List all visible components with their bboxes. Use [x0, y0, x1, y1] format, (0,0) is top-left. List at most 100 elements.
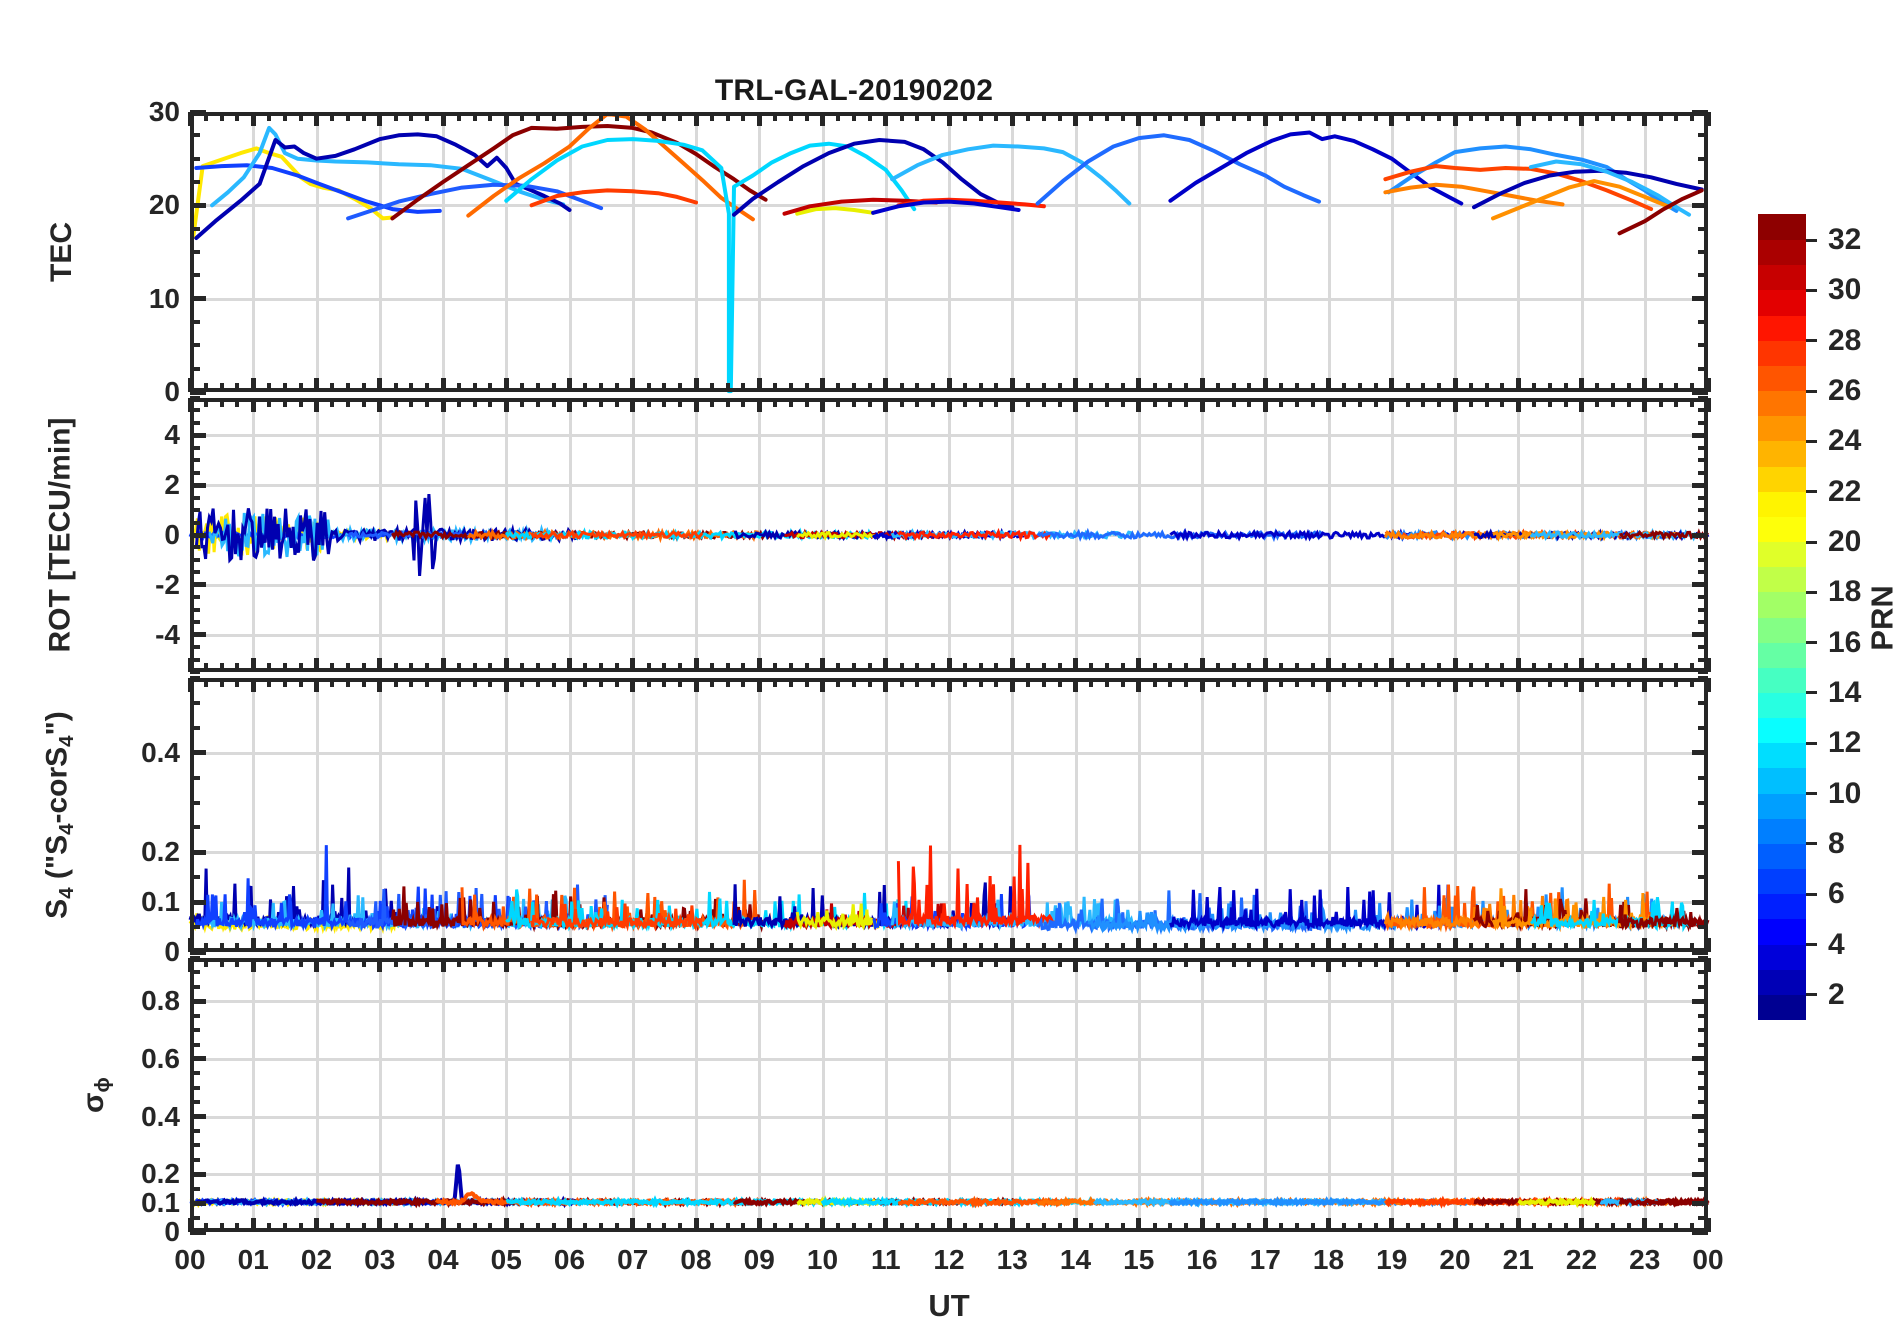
y-tick: [190, 296, 206, 302]
x-tick: [1515, 958, 1521, 972]
x-tick: [852, 383, 857, 392]
x-tick: [1452, 378, 1458, 392]
x-tick: [1342, 1223, 1347, 1232]
x-tick: [725, 663, 730, 672]
colorbar-segment: [1758, 918, 1806, 945]
x-tick: [1041, 663, 1046, 672]
x-tick: [1215, 943, 1220, 952]
x-tick: [1231, 1223, 1236, 1232]
x-tick: [1626, 112, 1631, 121]
x-tick: [725, 678, 730, 687]
y-tick: [190, 595, 200, 600]
x-tick: [346, 383, 351, 392]
x-tick: [678, 943, 683, 952]
gridline-vertical: [1454, 958, 1457, 1232]
gridline-vertical: [442, 678, 445, 952]
x-tick: [1595, 958, 1600, 967]
x-tick: [1310, 663, 1315, 672]
x-tick: [1421, 1223, 1426, 1232]
panel-tec: 0 10 20 30: [149, 96, 1711, 407]
y-tick: [1698, 1129, 1708, 1134]
x-tick: [1310, 943, 1315, 952]
y-tick: [190, 343, 200, 348]
x-tick: [915, 383, 920, 392]
x-tick: [1595, 383, 1600, 392]
y-tick: [1698, 420, 1708, 425]
colorbar-tick: [1806, 892, 1817, 896]
x-tick: [1658, 1223, 1663, 1232]
x-tick: [1279, 958, 1284, 967]
colorbar-segment: [1758, 264, 1806, 291]
y-tick: [190, 825, 200, 830]
x-tick: [567, 658, 572, 672]
x-tick: [693, 658, 699, 672]
x-tick: [346, 398, 351, 407]
colorbar-tick: [1806, 238, 1817, 242]
x-tick: [551, 398, 556, 407]
x-tick: [1184, 1223, 1189, 1232]
x-tick: [1626, 943, 1631, 952]
x-tick: [535, 958, 540, 967]
colorbar[interactable]: 32 30 28 26 24 22 20 18 16 14 12 10 8 6 4 2: [1758, 214, 1861, 1020]
x-tick: [1199, 678, 1205, 692]
colorbar-segment: [1758, 465, 1806, 492]
x-tick: [250, 938, 256, 952]
x-tick: [978, 398, 983, 407]
tec-trace-prn-24: [1383, 182, 1565, 207]
x-tick: [614, 1223, 619, 1232]
x-tick: [899, 943, 904, 952]
x-tick: [1089, 958, 1094, 967]
colorbar-segment: [1758, 390, 1806, 417]
x-tick: [741, 958, 746, 967]
x-tick: [1705, 378, 1711, 392]
x-tick: [994, 958, 999, 967]
y-tick: [190, 1042, 200, 1047]
y-tick: [190, 180, 200, 184]
x-tick: [503, 958, 509, 972]
tec-trace-prn-13: [890, 143, 1132, 206]
x-tick: [1690, 398, 1695, 407]
tec-trace-prn-5: [1168, 130, 1464, 206]
x-tick: [250, 378, 256, 392]
y-tick: [190, 998, 206, 1004]
gridline-vertical: [821, 112, 825, 392]
x-tick: [1563, 112, 1568, 121]
x-tick: [1674, 383, 1679, 392]
y-tick: [1692, 432, 1708, 438]
x-tick: [1690, 958, 1695, 967]
tec-trace-prn-23: [1491, 179, 1672, 221]
x-tick: [962, 383, 967, 392]
y-tick: [1698, 725, 1708, 730]
x-tick: [662, 1223, 667, 1232]
x-tick: [773, 383, 778, 392]
x-tick: [1026, 398, 1031, 407]
x-tick: [1009, 678, 1015, 692]
colorbar-segment: [1758, 289, 1806, 316]
gridline-vertical: [1390, 958, 1394, 1232]
colorbar-tick-label: 2: [1828, 977, 1845, 1011]
s4-trace-14: [896, 844, 1058, 930]
x-tick: [1120, 958, 1125, 967]
x-tick: [1342, 943, 1347, 952]
gridline-vertical: [1137, 678, 1141, 952]
x-tick: [915, 398, 920, 407]
y-tick-label: 10: [148, 282, 180, 314]
y-tick: [1698, 1215, 1708, 1220]
x-tick: [1089, 383, 1094, 392]
x-tick: [1120, 663, 1125, 672]
x-tick: [1532, 1223, 1537, 1232]
x-tick: [614, 943, 619, 952]
x-tick: [725, 1223, 730, 1232]
x-tick: [551, 112, 556, 121]
y-tick: [190, 1129, 200, 1134]
x-tick: [773, 958, 778, 967]
x-tick: [456, 112, 461, 121]
x-tick: [1468, 1223, 1473, 1232]
x-tick: [1547, 958, 1552, 967]
x-tick: [1563, 383, 1568, 392]
x-tick: [678, 383, 683, 392]
x-tick: [1231, 398, 1236, 407]
x-tick: [456, 663, 461, 672]
x-tick: [678, 398, 683, 407]
